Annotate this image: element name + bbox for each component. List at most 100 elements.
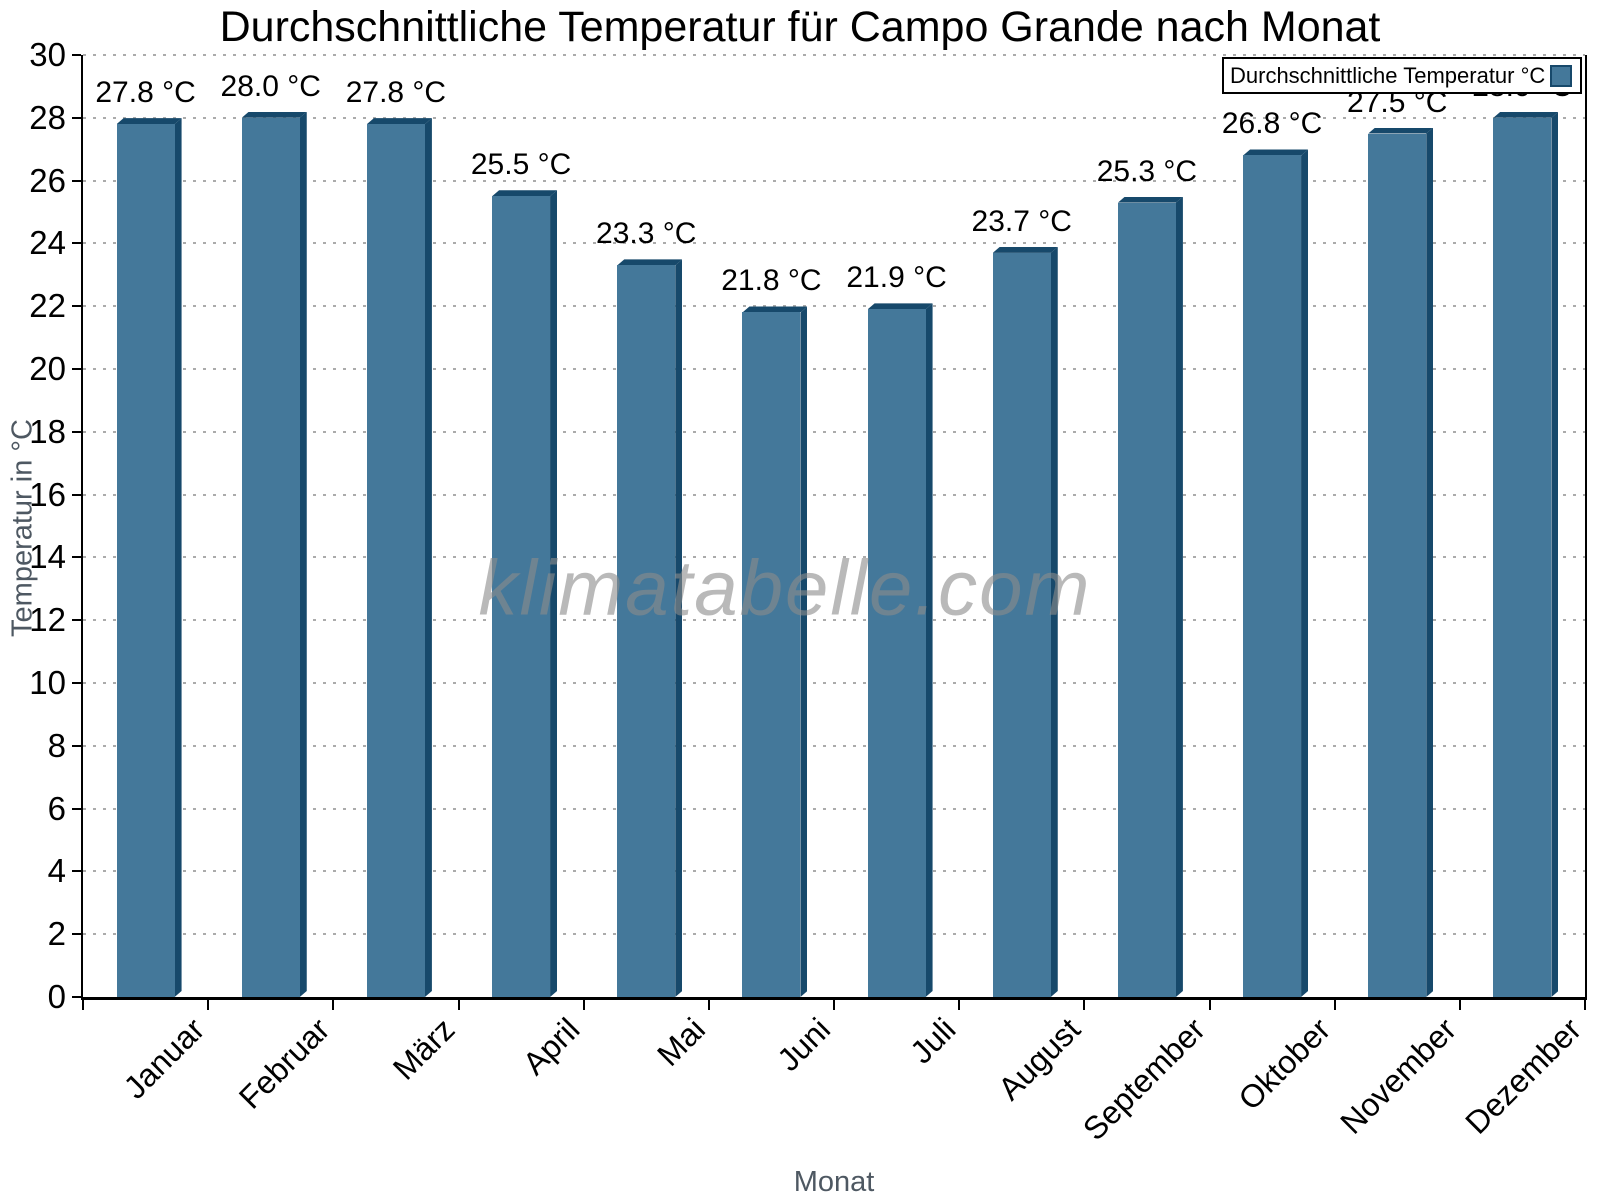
y-tick	[72, 493, 81, 496]
y-tick-label: 2	[47, 915, 66, 953]
y-tick	[72, 305, 81, 308]
y-tick	[72, 744, 81, 747]
y-axis-line	[81, 55, 83, 1000]
bar-august[interactable]	[992, 252, 1051, 997]
bar-value-label-januar: 27.8 °C	[95, 76, 196, 110]
y-gridline	[83, 933, 1585, 936]
bar-value-label-april: 25.5 °C	[470, 148, 572, 182]
legend[interactable]: Durchschnittliche Temperatur °C	[1222, 57, 1582, 94]
x-tick	[707, 1000, 710, 1010]
bar-dezember[interactable]	[1493, 117, 1552, 997]
bar-oktober[interactable]	[1243, 155, 1302, 997]
bar-top-face-januar	[117, 118, 182, 124]
bar-juli[interactable]	[867, 309, 926, 997]
y-tick	[72, 682, 81, 684]
bar-september[interactable]	[1117, 202, 1176, 997]
x-axis-title: Monat	[793, 1166, 875, 1198]
y-tick	[72, 430, 81, 433]
x-tick-label-august: August	[991, 1011, 1088, 1107]
y-gridline	[83, 493, 1585, 496]
y-tick-label: 28	[29, 98, 66, 136]
x-tick-label-dezember: Dezember	[1458, 1011, 1588, 1141]
bar-side-face-dezember	[1551, 112, 1558, 997]
y-tick-label: 20	[29, 350, 66, 387]
y-gridline	[83, 305, 1585, 308]
x-tick	[582, 1000, 585, 1010]
x-tick	[457, 1000, 460, 1010]
bar-side-face-august	[1051, 247, 1058, 997]
y-gridline	[83, 619, 1585, 622]
x-tick	[82, 1000, 84, 1010]
legend-series-label[interactable]: Durchschnittliche Temperatur °C	[1230, 62, 1546, 88]
bar-januar[interactable]	[116, 124, 175, 997]
chart-title: Durchschnittliche Temperatur für Campo G…	[219, 3, 1381, 51]
y-tick-label: 26	[29, 161, 66, 199]
y-gridline	[83, 556, 1585, 559]
bar-side-face-juni	[800, 306, 807, 997]
bar-value-label-oktober: 26.8 °C	[1221, 107, 1323, 141]
y-gridline	[83, 744, 1585, 747]
x-tick	[207, 1000, 210, 1010]
y-gridline	[83, 179, 1585, 182]
y-tick	[72, 933, 81, 936]
bar-top-face-juni	[742, 306, 807, 312]
y-tick-label: 16	[29, 475, 66, 513]
bar-november[interactable]	[1368, 133, 1427, 997]
x-tick	[1333, 1000, 1336, 1010]
y-tick-label: 10	[29, 664, 66, 701]
bar-value-label-august: 23.7 °C	[971, 204, 1072, 238]
bar-side-face-januar	[175, 118, 182, 997]
y-tick-label: 6	[47, 789, 66, 827]
y-tick-label: 30	[29, 36, 66, 73]
y-gridline	[83, 54, 1585, 56]
x-tick-label-oktober: Oktober	[1231, 1011, 1338, 1117]
y-tick	[72, 870, 81, 873]
bar-top-face-mai	[617, 259, 682, 265]
x-tick	[833, 1000, 835, 1010]
bar-april[interactable]	[492, 196, 551, 997]
y-tick-label: 8	[47, 726, 66, 764]
bar-top-face-oktober	[1243, 149, 1308, 155]
y-tick-label: 12	[29, 601, 66, 639]
bar-top-face-september	[1118, 197, 1183, 203]
y-tick	[72, 54, 81, 56]
y-tick-label: 18	[29, 412, 66, 450]
y-tick	[72, 116, 81, 119]
bar-top-face-dezember	[1493, 112, 1558, 118]
x-axis-line	[81, 997, 1587, 1000]
plot-right-border	[1585, 55, 1587, 1000]
x-tick-label-juli: Juli	[902, 1011, 963, 1071]
bar-top-face-februar	[242, 112, 307, 118]
x-tick	[958, 1000, 961, 1010]
x-tick-label-marz: März	[385, 1011, 462, 1087]
x-tick	[1208, 1000, 1211, 1010]
y-gridline	[83, 430, 1585, 433]
x-tick-label-mai: Mai	[649, 1011, 712, 1073]
bar-side-face-juli	[926, 303, 933, 997]
y-tick-label: 14	[29, 538, 66, 576]
bar-februar[interactable]	[241, 117, 300, 997]
y-tick	[72, 368, 81, 370]
y-tick-label: 22	[29, 287, 66, 325]
bar-side-face-september	[1176, 197, 1183, 997]
y-tick	[72, 996, 81, 998]
bar-side-face-april	[550, 190, 557, 997]
y-tick	[72, 807, 81, 810]
watermark: klimatabelle.com	[478, 543, 1092, 632]
x-tick-label-januar: Januar	[116, 1011, 212, 1106]
bar-juni[interactable]	[742, 312, 801, 997]
y-tick	[72, 619, 81, 622]
y-tick-label: 24	[29, 224, 66, 262]
legend-series-swatch-icon[interactable]	[1550, 64, 1572, 87]
bar-side-face-februar	[300, 112, 307, 997]
x-tick	[1458, 1000, 1461, 1010]
bar-value-label-marz: 27.8 °C	[345, 76, 447, 110]
bar-mai[interactable]	[617, 265, 676, 997]
bar-marz[interactable]	[366, 124, 425, 997]
bar-side-face-oktober	[1301, 149, 1308, 997]
bar-top-face-november	[1368, 128, 1433, 134]
x-tick	[1584, 1000, 1586, 1010]
x-tick-label-juni: Juni	[769, 1011, 837, 1078]
bar-value-label-juni: 21.8 °C	[721, 264, 822, 298]
x-tick	[1083, 1000, 1086, 1010]
